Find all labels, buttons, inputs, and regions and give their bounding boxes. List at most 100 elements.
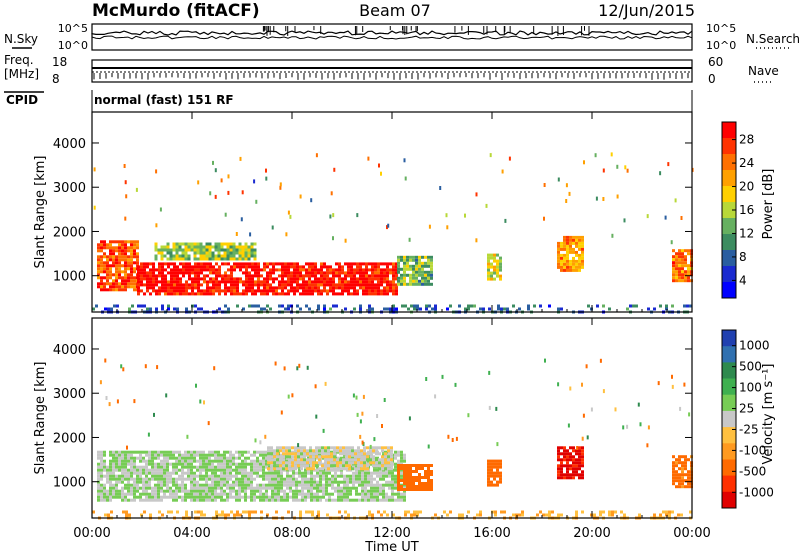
heatmap-cell — [315, 455, 318, 459]
heatmap-cell — [345, 455, 348, 459]
heatmap-cell — [142, 456, 145, 460]
heatmap-cell — [103, 255, 106, 259]
scatter-point — [135, 187, 138, 192]
heatmap-cell — [109, 246, 112, 250]
heatmap-cell — [593, 513, 596, 517]
heatmap-cell — [112, 474, 115, 478]
heatmap-cell — [179, 277, 182, 281]
scatter-point — [565, 183, 568, 188]
scatter-point — [367, 156, 370, 161]
heatmap-cell — [178, 248, 182, 252]
heatmap-cell — [397, 255, 400, 259]
heatmap-cell — [229, 254, 233, 258]
heatmap-cell — [187, 242, 191, 246]
heatmap-cell — [166, 477, 169, 481]
heatmap-cell — [345, 458, 348, 462]
heatmap-cell — [241, 462, 244, 466]
heatmap-cell — [202, 462, 205, 466]
heatmap-cell — [199, 462, 202, 466]
heatmap-cell — [283, 480, 286, 484]
heatmap-cell — [230, 286, 233, 290]
scatter-point — [622, 425, 625, 430]
heatmap-cell — [257, 277, 260, 281]
heatmap-cell — [182, 289, 185, 293]
heatmap-cell — [158, 265, 161, 269]
heatmap-cell — [133, 498, 136, 502]
heatmap-cell — [178, 486, 181, 490]
heatmap-cell — [418, 258, 421, 262]
heatmap-cell — [296, 289, 299, 293]
heatmap-cell — [578, 259, 581, 263]
heatmap-cell — [569, 464, 572, 468]
noise-traces — [91, 26, 693, 40]
heatmap-cell — [133, 243, 136, 247]
heatmap-cell — [328, 477, 331, 481]
heatmap-cell — [250, 489, 253, 493]
heatmap-cell — [287, 292, 290, 296]
heatmap-cell — [289, 486, 292, 490]
heatmap-cell — [97, 498, 100, 502]
heatmap-cell — [145, 453, 148, 457]
scatter-point — [224, 212, 227, 217]
heatmap-cell — [267, 461, 270, 465]
heatmap-cell — [133, 450, 136, 454]
heatmap-cell — [350, 292, 353, 296]
heatmap-cell — [269, 268, 272, 272]
heatmap-cell — [178, 468, 181, 472]
date-label: 12/Jun/2015 — [598, 1, 695, 20]
heatmap-cell — [262, 495, 265, 499]
heatmap-cell — [245, 265, 248, 269]
heatmap-cell — [283, 483, 286, 487]
heatmap-cell — [214, 254, 218, 258]
heatmap-cell — [181, 495, 184, 499]
heatmap-cell — [272, 262, 275, 266]
heatmap-cell — [581, 250, 584, 254]
heatmap-cell — [121, 456, 124, 460]
heatmap-cell — [351, 467, 354, 471]
heatmap-cell — [416, 304, 419, 308]
scatter-point — [602, 168, 605, 173]
noise-tick-top-right: 10^5 — [706, 22, 736, 35]
heatmap-cell — [199, 492, 202, 496]
heatmap-cell — [250, 477, 253, 481]
colorbar-tick-label: 24 — [739, 156, 754, 170]
colorbar-swatch — [722, 330, 736, 347]
heatmap-cell — [684, 249, 687, 253]
heatmap-cell — [112, 492, 115, 496]
heatmap-cell — [250, 465, 253, 469]
heatmap-cell — [383, 286, 386, 290]
heatmap-cell — [566, 476, 569, 480]
heatmap-cell — [300, 452, 303, 456]
heatmap-cell — [172, 471, 175, 475]
heatmap-cell — [345, 461, 348, 465]
scatter-point — [361, 440, 364, 445]
heatmap-cell — [375, 452, 378, 456]
heatmap-cell — [136, 480, 139, 484]
heatmap-cell — [118, 468, 121, 472]
heatmap-cell — [109, 483, 112, 487]
scatter-point — [637, 402, 640, 407]
heatmap-cell — [233, 268, 236, 272]
heatmap-cell — [245, 289, 248, 293]
heatmap-cell — [290, 271, 293, 275]
heatmap-cell — [205, 459, 208, 463]
scatter-point — [315, 414, 318, 419]
heatmap-cell — [137, 265, 140, 269]
heatmap-cell — [263, 268, 266, 272]
heatmap-cell — [136, 471, 139, 475]
heatmap-cell — [415, 467, 418, 470]
heatmap-cell — [410, 513, 413, 517]
heatmap-cell — [325, 498, 328, 502]
heatmap-cell — [176, 283, 179, 287]
heatmap-cell — [487, 256, 490, 260]
heatmap-cell — [360, 452, 363, 456]
heatmap-cell — [397, 470, 400, 473]
heatmap-cell — [235, 477, 238, 481]
heatmap-cell — [274, 492, 277, 496]
heatmap-cell — [496, 265, 499, 269]
heatmap-cell — [175, 471, 178, 475]
heatmap-cell — [157, 450, 160, 454]
power-colorbar-label: Power [dB] — [761, 169, 776, 240]
heatmap-cell — [199, 486, 202, 490]
heatmap-cell — [357, 449, 360, 453]
